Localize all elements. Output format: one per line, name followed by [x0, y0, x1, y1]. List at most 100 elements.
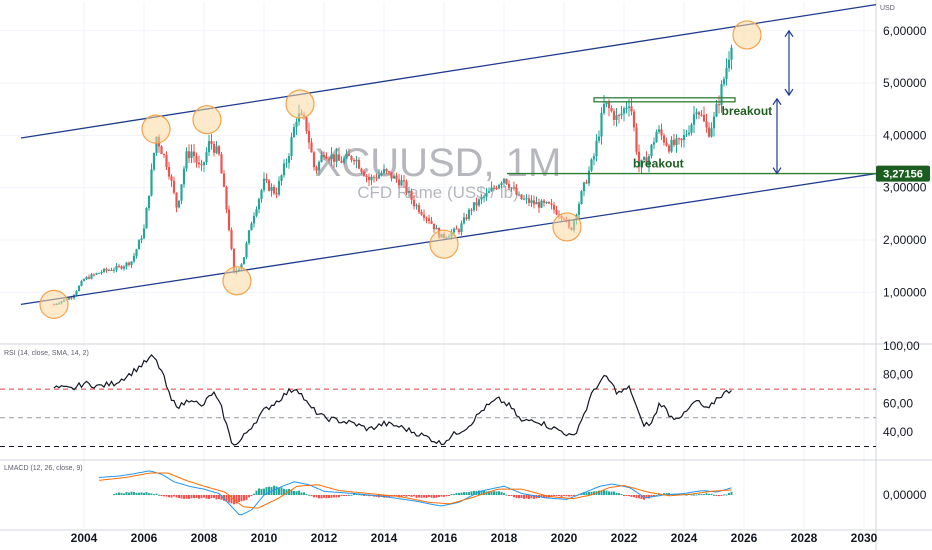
candle-body — [525, 198, 528, 200]
macd-histogram-bar — [248, 495, 250, 498]
macd-histogram-bar — [605, 490, 608, 495]
time-axis[interactable]: 2004 2006 2008 2010 2012 2014 2016 2018 2020 2022… — [71, 531, 878, 545]
macd-histogram-bar — [365, 494, 368, 496]
candle-body — [262, 178, 266, 191]
candle-body — [455, 228, 458, 230]
candle-body — [550, 203, 553, 205]
candle-body — [597, 136, 601, 141]
macd-histogram-bar — [168, 495, 170, 498]
candle-body — [202, 162, 206, 166]
candle-body — [170, 176, 173, 181]
macd-histogram-bar — [695, 494, 698, 496]
candle-body — [377, 175, 381, 179]
macd-histogram-bar — [715, 495, 718, 496]
candle-body — [500, 183, 503, 185]
candle-body — [540, 200, 543, 208]
macd-histogram-bar — [543, 495, 545, 498]
candle-body — [115, 265, 118, 270]
candle-body — [337, 154, 341, 161]
macd-histogram-bar — [718, 495, 720, 497]
candle-body — [587, 170, 591, 184]
price-axis[interactable]: USD 1,00000 2,00000 3,00000 4,00000 5,00000 6… — [876, 5, 930, 299]
macd-histogram-bar — [320, 495, 323, 499]
macd-histogram-bar — [523, 495, 525, 499]
candle-body — [650, 144, 653, 157]
candle-body — [147, 195, 151, 208]
drawings[interactable] — [20, 3, 877, 319]
candle-body — [395, 175, 398, 180]
macd-histogram-bar — [635, 495, 638, 499]
macd-histogram-bar — [325, 495, 328, 499]
macd-histogram-bar — [343, 495, 345, 496]
candle-body — [225, 186, 228, 210]
projection-arrow-small-head-top — [784, 29, 794, 38]
macd-histogram-bar — [148, 493, 150, 495]
candle-body — [320, 155, 323, 162]
year-tick-label: 2006 — [131, 531, 158, 545]
year-tick-label: 2024 — [671, 531, 698, 545]
candle-body — [402, 180, 406, 182]
candle-body — [140, 238, 143, 241]
macd-pane[interactable]: LMACD (12, 26, close, 9) 0,00000 — [4, 465, 927, 516]
macd-histogram-bar — [280, 487, 283, 495]
candle-body — [230, 230, 233, 249]
rsi-ticks: 40,00 60,00 80,00 100,00 — [883, 339, 920, 439]
candle-body — [217, 146, 221, 155]
macd-histogram-bar — [203, 495, 205, 498]
candle-body — [680, 138, 683, 141]
candle-body — [162, 154, 166, 156]
macd-histogram-bar — [723, 494, 725, 496]
candle-body — [132, 255, 136, 262]
candle-body — [352, 160, 356, 162]
macd-histogram-bar — [263, 488, 265, 495]
macd-histogram-bar — [425, 495, 428, 498]
candle-body — [87, 277, 91, 279]
macd-histogram-bar — [663, 493, 665, 495]
macd-histogram-bar — [563, 495, 565, 496]
rsi-pane[interactable]: RSI (14, close, SMA, 14, 2) 40,00 60,00 80… — [0, 339, 920, 448]
macd-histogram-bar — [123, 493, 125, 495]
macd-histogram-bar — [305, 494, 308, 496]
candle-body — [687, 132, 691, 135]
candle-body — [277, 180, 281, 195]
macd-histogram-bar — [460, 492, 463, 495]
rsi-tick-label: 80,00 — [883, 368, 913, 382]
macd-histogram-bar — [518, 495, 520, 499]
candle-body — [135, 249, 138, 256]
rsi-tick-label: 60,00 — [883, 396, 913, 410]
candle-body — [420, 211, 423, 215]
candle-body — [272, 186, 276, 194]
macd-histogram-bar — [513, 495, 515, 498]
macd-histogram-bar — [113, 494, 115, 496]
candle-body — [290, 137, 293, 157]
resistance-band — [593, 97, 736, 103]
macd-histogram-bar — [205, 495, 208, 499]
macd-histogram-bar — [645, 495, 648, 499]
macd-histogram-bar — [173, 495, 175, 497]
macd-histogram-bar — [725, 494, 728, 496]
candle-body — [467, 209, 471, 219]
candle-body — [592, 156, 596, 160]
macd-histogram-bar — [183, 495, 185, 499]
macd-histogram-bar — [230, 495, 233, 504]
macd-histogram-bar — [583, 492, 585, 495]
price-pane[interactable]: XCUUSD, 1M CFD Rame (US$ / lb) breakout … — [20, 3, 877, 319]
candle-body — [325, 156, 328, 159]
candle-body — [327, 158, 331, 160]
candle-body — [707, 127, 711, 137]
candle-body — [250, 223, 253, 231]
touch-circle — [39, 289, 69, 319]
candle-body — [415, 205, 418, 207]
candle-body — [365, 176, 368, 178]
candle-body — [245, 243, 248, 258]
candle-body — [177, 200, 181, 208]
candle-body — [165, 154, 168, 168]
macd-histogram-bar — [235, 495, 238, 504]
candle-body — [685, 134, 688, 136]
macd-histogram-bar — [290, 490, 293, 495]
macd-histogram-bar — [300, 492, 303, 495]
macd-histogram-bar — [708, 493, 710, 495]
candle-body — [175, 192, 178, 208]
macd-histogram-bar — [495, 491, 498, 495]
